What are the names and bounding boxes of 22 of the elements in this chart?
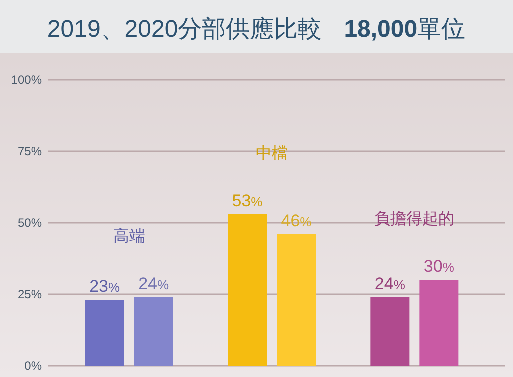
data-label: 46%: [281, 211, 312, 230]
y-tick-label: 50%: [18, 216, 42, 230]
y-tick-label: 25%: [18, 288, 42, 302]
chart-subtitle: 18,000單位: [344, 16, 466, 43]
y-tick-label: 0%: [24, 359, 42, 374]
bar: [277, 234, 316, 366]
data-label: 24%: [374, 274, 406, 294]
bar: [85, 300, 124, 366]
x-tick-label: 高端: [113, 227, 146, 246]
x-tick-label: 負擔得起的: [374, 211, 455, 228]
x-tick-label: 中檔: [256, 144, 288, 162]
data-label: 23%: [90, 277, 121, 296]
bar: [370, 297, 410, 366]
data-label: 24%: [138, 274, 170, 294]
bar: [134, 297, 174, 366]
bar: [228, 214, 267, 366]
bar: [420, 280, 459, 366]
y-tick-label: 75%: [18, 144, 42, 159]
data-label: 53%: [232, 191, 264, 210]
chart-title: 2019、2020分部供應比較: [47, 16, 322, 43]
y-tick-label: 100%: [11, 73, 42, 88]
data-label: 30%: [424, 257, 455, 276]
